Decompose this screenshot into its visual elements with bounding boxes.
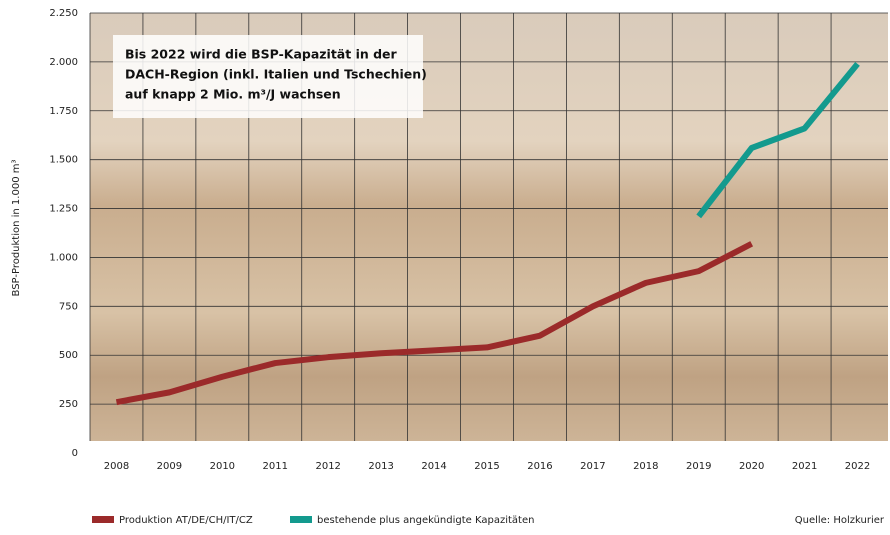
y-tick-label: 750 <box>59 301 78 312</box>
legend-label: Produktion AT/DE/CH/IT/CZ <box>119 515 253 526</box>
legend-label: bestehende plus angekündigte Kapazitäten <box>317 515 534 526</box>
annotation: Bis 2022 wird die BSP-Kapazität in der <box>125 47 398 62</box>
line-series <box>115 241 754 406</box>
x-tick-label: 2011 <box>263 461 288 472</box>
x-tick-label: 2021 <box>792 461 817 472</box>
x-tick-label: 2020 <box>739 461 764 472</box>
legend-swatch <box>92 516 114 523</box>
x-tick-label: 2016 <box>527 461 552 472</box>
x-tick-label: 2014 <box>421 461 446 472</box>
x-tick-label: 2022 <box>845 461 870 472</box>
x-tick-label: 2009 <box>157 461 182 472</box>
y-tick-label: 2.250 <box>49 8 78 19</box>
line-series <box>696 61 860 219</box>
x-tick-label: 2018 <box>633 461 658 472</box>
y-tick-label: 500 <box>59 350 78 361</box>
source: Quelle: Holzkurier <box>795 515 885 526</box>
x-tick-label: 2008 <box>104 461 129 472</box>
x-tick-label: 2015 <box>474 461 499 472</box>
y-tick-label: 2.000 <box>49 57 78 68</box>
x-tick-label: 2010 <box>210 461 235 472</box>
annotation: DACH-Region (inkl. Italien und Tschechie… <box>125 67 427 82</box>
annotation: auf knapp 2 Mio. m³/J wachsen <box>125 87 341 102</box>
y-tick-label: 1.000 <box>49 252 78 263</box>
y-tick-label: 1.250 <box>49 204 78 215</box>
x-tick-label: 2019 <box>686 461 711 472</box>
y-tick-label: 0 <box>72 448 78 459</box>
legend-swatch <box>290 516 312 523</box>
x-tick-label: 2012 <box>315 461 340 472</box>
annotation-box <box>113 35 423 118</box>
y-axis-label: BSP-Produktion in 1.000 m³ <box>11 160 22 297</box>
x-tick-label: 2013 <box>368 461 393 472</box>
y-tick-label: 1.750 <box>49 106 78 117</box>
y-tick-label: 250 <box>59 399 78 410</box>
y-tick-label: 1.500 <box>49 155 78 166</box>
x-tick-label: 2017 <box>580 461 605 472</box>
